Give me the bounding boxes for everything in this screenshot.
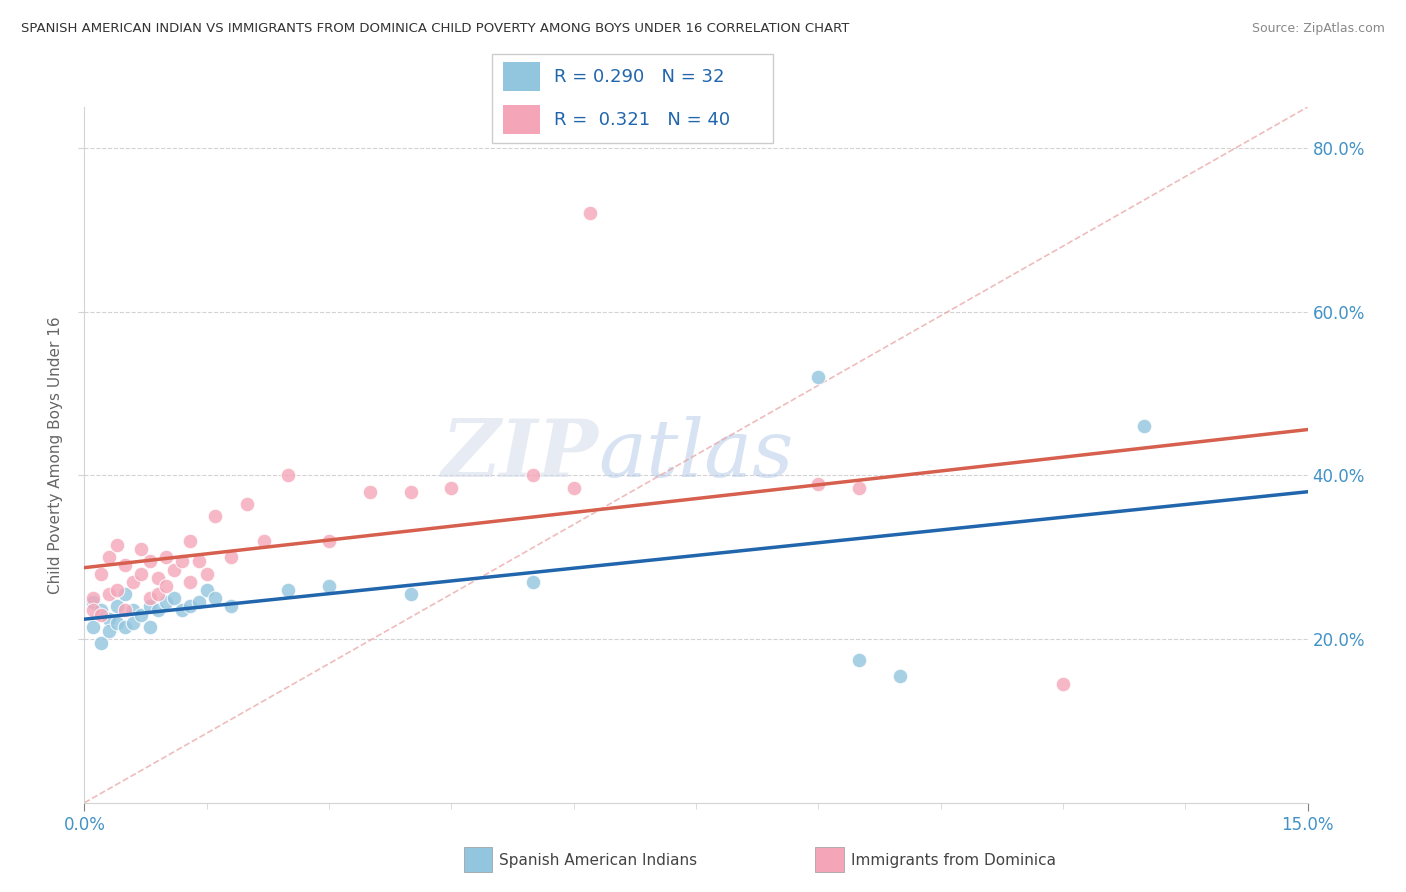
Point	[318, 533, 340, 548]
Point	[155, 550, 177, 565]
Point	[97, 550, 120, 565]
Point	[97, 587, 120, 601]
Point	[204, 591, 226, 606]
Y-axis label: Child Poverty Among Boys Under 16: Child Poverty Among Boys Under 16	[48, 316, 63, 594]
Point	[179, 599, 201, 614]
Point	[204, 509, 226, 524]
Point	[138, 554, 160, 568]
Point	[522, 574, 544, 589]
Point	[179, 533, 201, 548]
Text: SPANISH AMERICAN INDIAN VS IMMIGRANTS FROM DOMINICA CHILD POVERTY AMONG BOYS UND: SPANISH AMERICAN INDIAN VS IMMIGRANTS FR…	[21, 22, 849, 36]
Text: R = 0.290   N = 32: R = 0.290 N = 32	[554, 68, 724, 86]
Point	[82, 603, 104, 617]
Point	[114, 587, 136, 601]
Bar	[503, 105, 540, 134]
Point	[131, 607, 153, 622]
Point	[522, 468, 544, 483]
Point	[848, 481, 870, 495]
Point	[562, 481, 585, 495]
Point	[114, 558, 136, 573]
Point	[172, 603, 194, 617]
Point	[163, 562, 186, 576]
Point	[97, 612, 120, 626]
Point	[807, 370, 830, 384]
Point	[236, 497, 259, 511]
Point	[138, 591, 160, 606]
Point	[90, 566, 112, 581]
Point	[105, 582, 128, 597]
Point	[138, 620, 160, 634]
Point	[122, 574, 145, 589]
Point	[155, 595, 177, 609]
Point	[155, 579, 177, 593]
Point	[1133, 419, 1156, 434]
Point	[105, 538, 128, 552]
Point	[399, 587, 422, 601]
Point	[195, 582, 218, 597]
Point	[122, 603, 145, 617]
Point	[114, 603, 136, 617]
Point	[1052, 677, 1074, 691]
Point	[253, 533, 276, 548]
Point	[318, 579, 340, 593]
Point	[138, 599, 160, 614]
Point	[440, 481, 463, 495]
Point	[187, 554, 209, 568]
Point	[172, 554, 194, 568]
Point	[359, 484, 381, 499]
Point	[187, 595, 209, 609]
Point	[848, 652, 870, 666]
Point	[277, 468, 299, 483]
Point	[82, 595, 104, 609]
Point	[82, 591, 104, 606]
Text: Immigrants from Dominica: Immigrants from Dominica	[851, 854, 1056, 868]
Point	[179, 574, 201, 589]
Point	[219, 550, 242, 565]
Point	[105, 615, 128, 630]
Text: atlas: atlas	[598, 417, 793, 493]
Point	[131, 542, 153, 557]
Point	[90, 636, 112, 650]
Point	[219, 599, 242, 614]
Point	[807, 476, 830, 491]
Point	[90, 607, 112, 622]
Point	[82, 620, 104, 634]
Point	[579, 206, 602, 220]
Text: Source: ZipAtlas.com: Source: ZipAtlas.com	[1251, 22, 1385, 36]
Point	[105, 599, 128, 614]
Text: ZIP: ZIP	[441, 417, 598, 493]
Point	[889, 669, 911, 683]
Point	[131, 566, 153, 581]
Text: R =  0.321   N = 40: R = 0.321 N = 40	[554, 111, 730, 128]
Point	[97, 624, 120, 638]
Point	[277, 582, 299, 597]
Point	[122, 615, 145, 630]
Text: Spanish American Indians: Spanish American Indians	[499, 854, 697, 868]
Point	[146, 587, 169, 601]
Bar	[503, 62, 540, 91]
Point	[399, 484, 422, 499]
Point	[195, 566, 218, 581]
Point	[146, 603, 169, 617]
Point	[90, 603, 112, 617]
Point	[146, 571, 169, 585]
Point	[163, 591, 186, 606]
Point	[114, 620, 136, 634]
